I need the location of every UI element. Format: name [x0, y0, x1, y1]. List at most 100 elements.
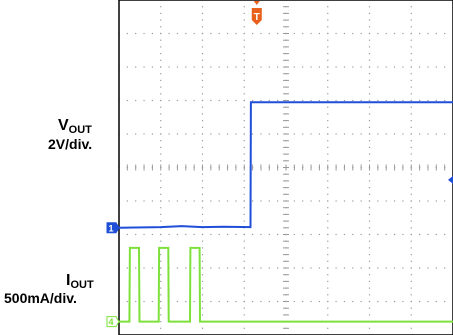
grid-dot: [160, 79, 162, 81]
grid-dot: [252, 233, 254, 236]
grid-dot: [143, 66, 145, 68]
grid-dot: [327, 153, 329, 155]
grid-dot: [327, 46, 329, 48]
grid-dot: [160, 300, 162, 303]
grid-dot: [310, 99, 312, 102]
grid-dot: [302, 233, 304, 236]
grid-dot: [368, 32, 371, 35]
grid-dot: [210, 32, 212, 35]
grid-dot: [318, 66, 320, 68]
grid-dot: [444, 133, 446, 135]
grid-dot: [327, 267, 329, 269]
grid-dot: [368, 267, 371, 269]
grid-dot: [435, 133, 437, 135]
grid-dot: [243, 327, 245, 329]
grid-dot: [410, 274, 412, 276]
grid-dot: [327, 207, 329, 209]
grid-dot: [243, 153, 245, 155]
grid-dot: [343, 99, 346, 102]
grid-dot: [260, 300, 262, 303]
grid-dot: [126, 99, 128, 102]
grid-dot: [243, 86, 245, 88]
grid-dot: [160, 120, 162, 122]
grid-dot: [410, 19, 412, 21]
grid-dot: [160, 200, 162, 202]
grid-dot: [410, 260, 412, 262]
grid-dot: [160, 113, 162, 115]
grid-dot: [210, 300, 212, 303]
grid-dot: [410, 146, 412, 148]
grid-dot: [327, 173, 329, 175]
grid-dot: [327, 200, 329, 202]
grid-dot: [410, 66, 412, 68]
grid-dot: [368, 120, 371, 122]
grid-dot: [327, 39, 329, 41]
grid-dot: [268, 99, 270, 102]
grid-dot: [193, 32, 195, 35]
grid-dot: [368, 254, 371, 256]
grid-dot: [393, 300, 396, 303]
grid-dot: [327, 59, 329, 61]
grid-dot: [160, 19, 162, 21]
grid-dot: [444, 267, 446, 269]
grid-dot: [185, 32, 187, 35]
grid-dot: [302, 200, 304, 202]
grid-dot: [201, 300, 204, 303]
grid-dot: [327, 79, 329, 81]
grid-dot: [327, 180, 329, 182]
grid-dot: [126, 200, 128, 202]
grid-dot: [368, 146, 371, 148]
grid-dot: [168, 66, 170, 68]
grid-dot: [377, 233, 379, 236]
grid-dot: [193, 267, 195, 269]
grid-dot: [410, 126, 412, 128]
grid-dot: [201, 133, 204, 135]
grid-dot: [201, 106, 204, 108]
grid-dot: [310, 66, 312, 68]
grid-dot: [310, 233, 312, 236]
grid-dot: [410, 254, 412, 256]
grid-dot: [343, 66, 346, 68]
grid-dot: [160, 274, 162, 276]
grid-dot: [368, 133, 371, 135]
grid-dot: [427, 300, 429, 303]
grid-dot: [185, 200, 187, 202]
grid-dot: [160, 26, 162, 28]
grid-dot: [368, 200, 371, 202]
grid-dot: [410, 173, 412, 175]
grid-dot: [218, 32, 220, 35]
grid-dot: [343, 233, 346, 236]
grid-dot: [293, 32, 295, 35]
grid-dot: [444, 99, 446, 102]
grid-dot: [444, 300, 446, 303]
grid-dot: [185, 66, 187, 68]
grid-dot: [243, 146, 245, 148]
grid-dot: [368, 53, 371, 55]
grid-dot: [368, 213, 371, 215]
grid-dot: [327, 106, 329, 108]
grid-dot: [201, 207, 204, 209]
grid: [118, 0, 446, 335]
grid-dot: [368, 193, 371, 195]
grid-dot: [260, 267, 262, 269]
grid-dot: [444, 200, 446, 202]
grid-dot: [160, 187, 162, 189]
grid-dot: [135, 133, 137, 135]
grid-dot: [176, 200, 179, 202]
grid-dot: [252, 66, 254, 68]
grid-dot: [201, 287, 204, 289]
grid-dot: [368, 314, 371, 316]
grid-dot: [310, 133, 312, 135]
grid-dot: [160, 327, 162, 329]
grid-dot: [201, 86, 204, 88]
grid-dot: [327, 233, 329, 236]
grid-dot: [360, 200, 362, 202]
grid-dot: [368, 26, 371, 28]
grid-dot: [419, 32, 421, 35]
grid-dot: [268, 267, 270, 269]
grid-dot: [277, 267, 279, 269]
grid-dot: [268, 66, 270, 68]
grid-dot: [160, 86, 162, 88]
grid-dot: [435, 233, 437, 236]
grid-dot: [268, 200, 270, 202]
